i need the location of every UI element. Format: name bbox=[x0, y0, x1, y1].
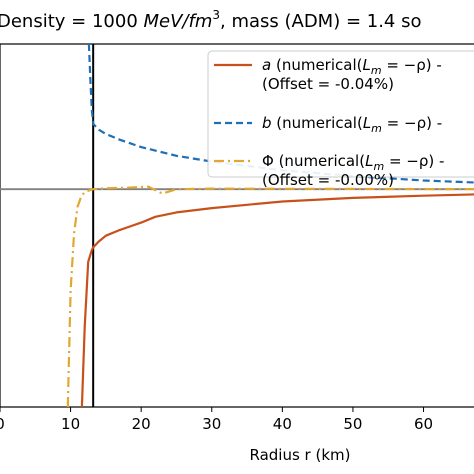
x-axis-ticks: 0 10 20 30 40 50 60 bbox=[0, 407, 433, 433]
legend-offset-2: (Offset = -0.00%) bbox=[262, 171, 394, 189]
x-tick-label: 30 bbox=[202, 415, 221, 433]
title-suffix: , mass (ADM) = 1.4 so bbox=[220, 11, 422, 32]
title-unit: MeV/fm bbox=[144, 11, 213, 32]
title-unit-exponent: 3 bbox=[212, 8, 220, 22]
x-tick-label: 40 bbox=[273, 415, 292, 433]
x-tick-label: 60 bbox=[414, 415, 433, 433]
legend: a (numerical(Lm = −ρ) -(Offset = -0.04%)… bbox=[207, 50, 474, 189]
legend-label-1: b (numerical(Lm = −ρ) - bbox=[262, 114, 442, 135]
series-line-phi bbox=[66, 185, 474, 407]
legend-label-2: Φ (numerical(Lm = −ρ) - bbox=[262, 152, 444, 173]
legend-label-0: a (numerical(Lm = −ρ) - bbox=[262, 56, 442, 77]
legend-offset-0: (Offset = -0.04%) bbox=[262, 75, 394, 93]
x-tick-label: 10 bbox=[61, 415, 80, 433]
title-prefix: Density = 1000 bbox=[0, 11, 144, 32]
chart-title: Density = 1000 MeV/fm3, mass (ADM) = 1.4… bbox=[0, 8, 422, 32]
x-tick-label: 0 bbox=[0, 415, 5, 433]
x-tick-label: 50 bbox=[343, 415, 362, 433]
x-axis-label: Radius r (km) bbox=[249, 446, 350, 464]
x-tick-label: 20 bbox=[132, 415, 151, 433]
plot-frame bbox=[0, 43, 474, 408]
legend-box bbox=[207, 50, 474, 178]
series-line-a bbox=[80, 193, 474, 407]
